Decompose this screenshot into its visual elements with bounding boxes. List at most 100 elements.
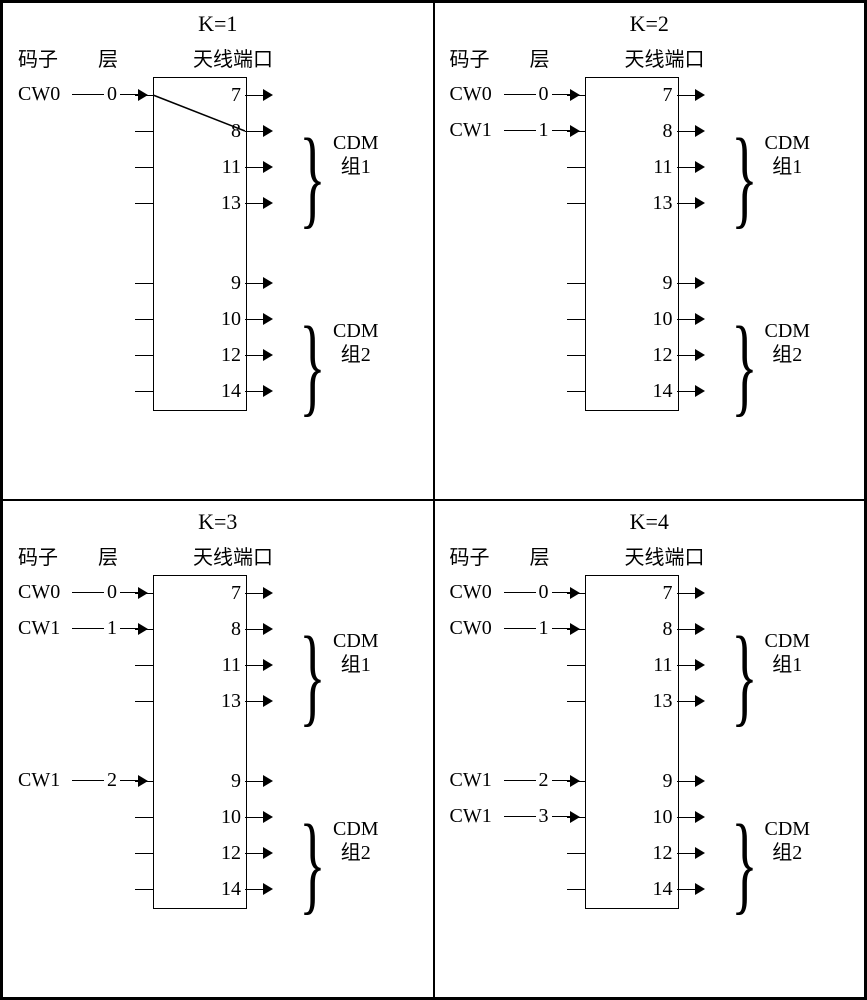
cdm-group1-label: CDM组1 xyxy=(765,629,811,677)
brace-group2: } xyxy=(299,817,325,911)
codeword-row: CW00 xyxy=(18,83,148,106)
port-row: 13 xyxy=(585,191,715,215)
panel-title: K=2 xyxy=(435,11,865,37)
arrow-icon xyxy=(138,89,148,101)
arrow-icon xyxy=(263,125,273,137)
header-layer: 层 xyxy=(98,541,118,570)
port-number: 12 xyxy=(643,842,673,865)
port-number: 10 xyxy=(643,308,673,331)
port-row: 13 xyxy=(585,689,715,713)
arrow-icon xyxy=(263,277,273,289)
port-number: 7 xyxy=(643,582,673,605)
panel-title: K=3 xyxy=(3,509,433,535)
port-number: 10 xyxy=(211,308,241,331)
brace-group1: } xyxy=(731,131,757,225)
codeword-label: CW0 xyxy=(450,581,502,604)
port-number: 14 xyxy=(211,380,241,403)
port-row: 14 xyxy=(585,877,715,901)
arrow-icon xyxy=(695,89,705,101)
port-number: 8 xyxy=(643,120,673,143)
codeword-label: CW1 xyxy=(450,119,502,142)
arrow-icon xyxy=(138,623,148,635)
cdm-group2-label: CDM组2 xyxy=(333,319,379,367)
arrow-icon xyxy=(263,811,273,823)
arrow-icon xyxy=(570,775,580,787)
panel-title: K=4 xyxy=(435,509,865,535)
brace-group1: } xyxy=(299,629,325,723)
port-row: 13 xyxy=(153,191,283,215)
panel-k1: K=1码子层天线端口7811139101214}CDM组1}CDM组2CW00 xyxy=(2,2,434,500)
layer-number: 1 xyxy=(538,617,550,640)
arrow-icon xyxy=(263,659,273,671)
arrow-icon xyxy=(695,277,705,289)
header-layer: 层 xyxy=(530,541,550,570)
port-number: 13 xyxy=(211,690,241,713)
port-number: 10 xyxy=(211,806,241,829)
port-row: 9 xyxy=(585,271,715,295)
layer-number: 1 xyxy=(538,119,550,142)
header-layer: 层 xyxy=(98,43,118,72)
codeword-label: CW1 xyxy=(450,805,502,828)
arrow-icon xyxy=(695,125,705,137)
port-number: 8 xyxy=(211,618,241,641)
port-row: 11 xyxy=(585,155,715,179)
codeword-row: CW0 1 xyxy=(450,617,580,640)
port-number: 13 xyxy=(211,192,241,215)
brace-group1: } xyxy=(299,131,325,225)
arrow-icon xyxy=(263,161,273,173)
port-row: 12 xyxy=(585,841,715,865)
codeword-row: CW1 3 xyxy=(450,805,580,828)
header-port: 天线端口 xyxy=(625,541,705,570)
port-number: 14 xyxy=(643,380,673,403)
cdm-group1-label: CDM组1 xyxy=(333,131,379,179)
arrow-icon xyxy=(263,89,273,101)
arrow-icon xyxy=(263,197,273,209)
arrow-icon xyxy=(695,811,705,823)
codeword-label: CW0 xyxy=(450,83,502,106)
port-row: 7 xyxy=(585,83,715,107)
cdm-group2-label: CDM组2 xyxy=(333,817,379,865)
arrow-icon xyxy=(695,385,705,397)
brace-group1: } xyxy=(731,629,757,723)
port-row: 12 xyxy=(585,343,715,367)
codeword-row: CW1 2 xyxy=(450,769,580,792)
layer-number: 2 xyxy=(538,769,550,792)
port-number: 11 xyxy=(643,654,673,677)
arrow-icon xyxy=(570,587,580,599)
port-row: 8 xyxy=(585,119,715,143)
header-codeword: 码子 xyxy=(18,541,58,570)
port-number: 8 xyxy=(643,618,673,641)
port-row: 7 xyxy=(153,581,283,605)
codeword-label: CW0 xyxy=(18,581,70,604)
codeword-label: CW0 xyxy=(450,617,502,640)
arrow-icon xyxy=(263,695,273,707)
codeword-label: CW0 xyxy=(18,83,70,106)
port-number: 9 xyxy=(211,272,241,295)
port-number: 11 xyxy=(643,156,673,179)
brace-group2: } xyxy=(731,319,757,413)
codeword-label: CW1 xyxy=(450,769,502,792)
arrow-icon xyxy=(263,847,273,859)
port-row: 10 xyxy=(585,805,715,829)
brace-group2: } xyxy=(299,319,325,413)
port-row: 10 xyxy=(153,805,283,829)
brace-group2: } xyxy=(731,817,757,911)
port-number: 13 xyxy=(643,192,673,215)
header-port: 天线端口 xyxy=(193,43,273,72)
arrow-icon xyxy=(695,313,705,325)
arrow-icon xyxy=(263,313,273,325)
header-codeword: 码子 xyxy=(450,541,490,570)
port-number: 7 xyxy=(211,84,241,107)
arrow-icon xyxy=(570,811,580,823)
panel-title: K=1 xyxy=(3,11,433,37)
codeword-row: CW1 1 xyxy=(450,119,580,142)
port-number: 14 xyxy=(211,878,241,901)
cdm-group1-label: CDM组1 xyxy=(333,629,379,677)
arrow-icon xyxy=(138,587,148,599)
panel-k4: K=4码子层天线端口7811139101214}CDM组1}CDM组2CW00C… xyxy=(434,500,866,998)
port-number: 8 xyxy=(211,120,241,143)
port-row: 9 xyxy=(153,769,283,793)
layer-number: 3 xyxy=(538,805,550,828)
port-row: 12 xyxy=(153,343,283,367)
port-row: 13 xyxy=(153,689,283,713)
